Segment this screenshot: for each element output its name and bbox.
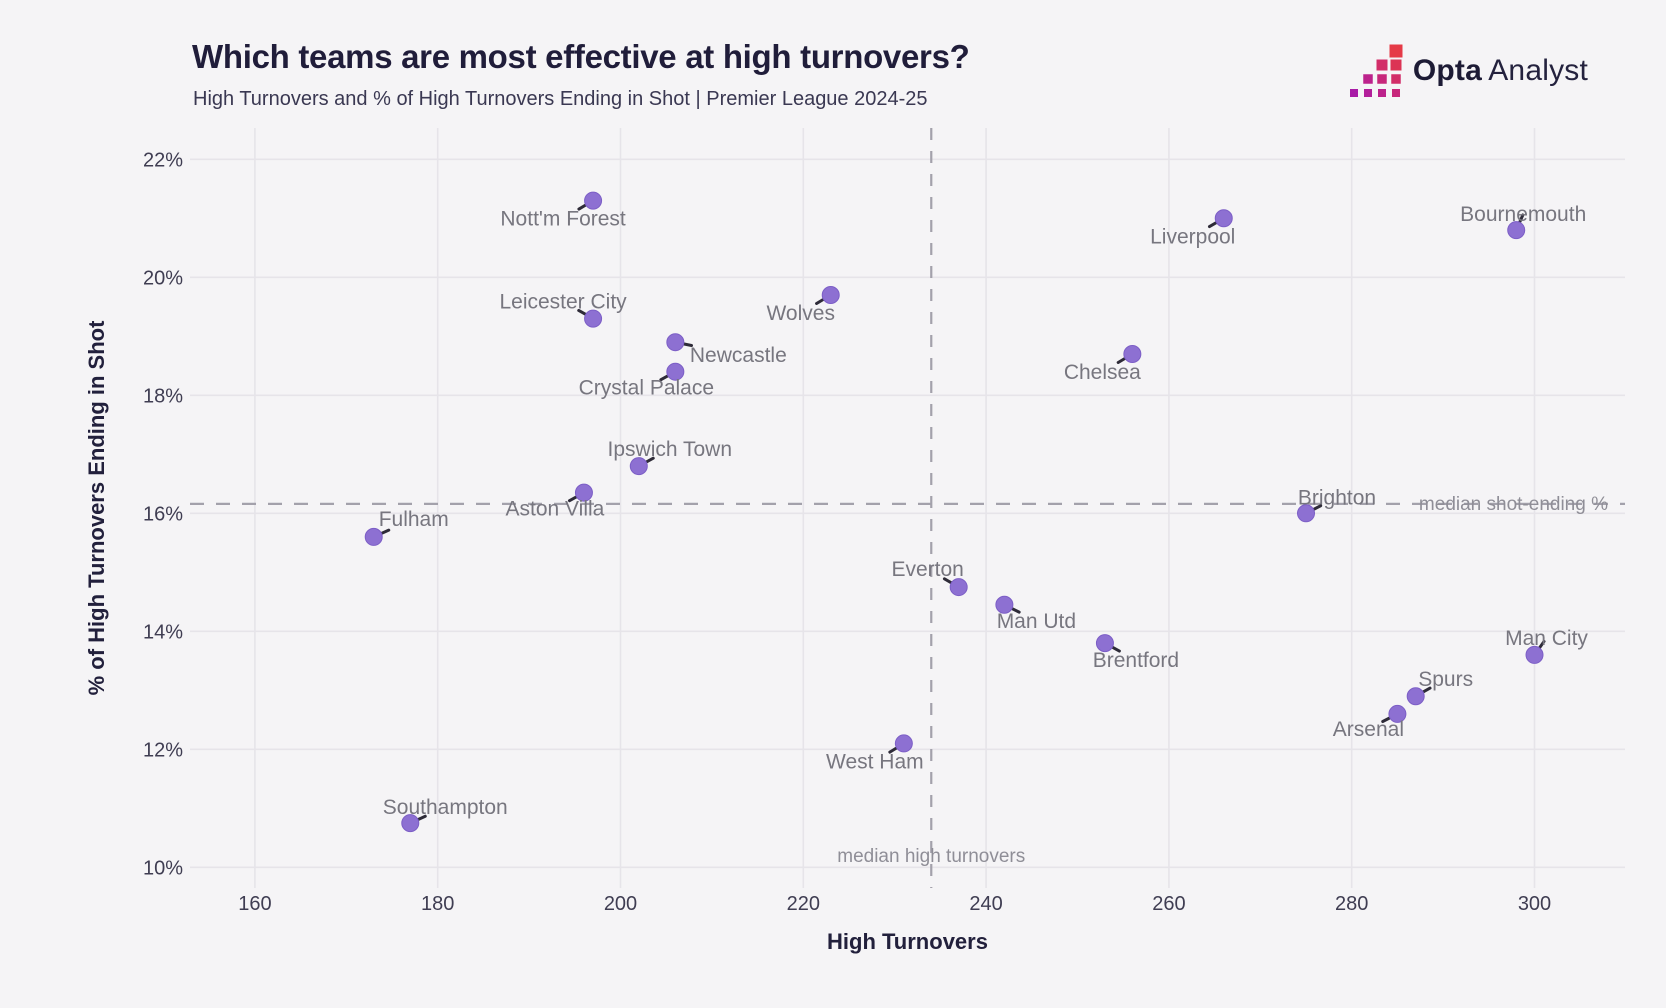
- team-label: Everton: [891, 558, 963, 581]
- team-label: Brighton: [1298, 486, 1376, 509]
- data-point-dot: [1406, 687, 1425, 706]
- team-label: Leicester City: [499, 291, 627, 314]
- team-label: Spurs: [1418, 668, 1473, 691]
- y-tick-label: 22%: [143, 149, 183, 171]
- y-tick-label: 12%: [143, 739, 183, 761]
- data-point-dot: [401, 814, 420, 833]
- data-point-dot: [574, 483, 593, 502]
- data-point-dot: [1525, 645, 1544, 664]
- data-point-dot: [894, 734, 913, 753]
- brand-wordmark: Opta Analyst: [1413, 54, 1588, 88]
- team-label: Southampton: [383, 796, 508, 819]
- data-point-dot: [666, 362, 685, 381]
- logo-square: [1349, 89, 1358, 97]
- team-label: Nott'm Forest: [500, 208, 626, 231]
- x-axis-title: High Turnovers: [827, 929, 988, 954]
- data-point-dot: [821, 285, 840, 304]
- median-high-turnovers-label: median high turnovers: [837, 846, 1025, 867]
- x-tick-label: 200: [604, 893, 637, 915]
- data-point-dot: [995, 595, 1014, 614]
- team-label: Aston Villa: [506, 498, 605, 521]
- y-tick-label: 18%: [143, 385, 183, 407]
- page-subtitle: High Turnovers and % of High Turnovers E…: [193, 88, 928, 110]
- data-point-dot: [364, 527, 383, 546]
- x-tick-label: 280: [1335, 893, 1368, 915]
- data-point-dot: [1214, 209, 1233, 228]
- x-tick-label: 180: [421, 893, 454, 915]
- logo-square: [1391, 74, 1401, 84]
- team-label: Newcastle: [690, 344, 787, 367]
- team-label: West Ham: [826, 750, 924, 773]
- logo-square: [1376, 59, 1388, 71]
- x-tick-label: 160: [238, 893, 271, 915]
- brand-name-light: Analyst: [1488, 54, 1588, 87]
- logo-square: [1377, 74, 1387, 84]
- team-label: Wolves: [766, 302, 834, 325]
- data-point-dot: [1123, 344, 1142, 363]
- y-tick-label: 10%: [143, 857, 183, 879]
- team-label: Arsenal: [1333, 718, 1404, 741]
- logo-square: [1391, 89, 1400, 97]
- logo-square: [1389, 44, 1403, 58]
- data-point-dot: [584, 191, 603, 210]
- logo-square: [1377, 89, 1386, 97]
- y-axis-title: % of High Turnovers Ending in Shot: [84, 320, 109, 695]
- data-point-dot: [1095, 634, 1114, 653]
- data-point-dot: [666, 333, 685, 352]
- team-label: Man Utd: [997, 610, 1076, 633]
- x-tick-label: 240: [969, 893, 1002, 915]
- data-point-dot: [1507, 221, 1526, 240]
- team-label: Liverpool: [1150, 225, 1235, 248]
- x-tick-label: 220: [787, 893, 820, 915]
- y-tick-label: 14%: [143, 621, 183, 643]
- logo-square: [1363, 74, 1373, 84]
- page-title: Which teams are most effective at high t…: [192, 38, 970, 75]
- y-tick-label: 16%: [143, 503, 183, 525]
- logo-square: [1390, 59, 1402, 71]
- team-label: Ipswich Town: [608, 438, 733, 461]
- brand-name-bold: Opta: [1412, 54, 1482, 87]
- data-point-dot: [584, 309, 603, 328]
- team-label: Bournemouth: [1460, 203, 1586, 226]
- x-tick-label: 260: [1152, 893, 1185, 915]
- team-label: Brentford: [1093, 649, 1179, 672]
- median-shot-ending-label: median shot-ending %: [1419, 494, 1608, 515]
- x-tick-label: 300: [1518, 893, 1551, 915]
- opta-analyst-logo: Opta Analyst: [1345, 42, 1588, 100]
- team-label: Chelsea: [1064, 361, 1141, 384]
- data-point-dot: [629, 457, 648, 476]
- y-tick-label: 20%: [143, 267, 183, 289]
- opta-logo-icon: [1349, 44, 1403, 97]
- team-label: Fulham: [379, 508, 449, 531]
- team-label: Crystal Palace: [579, 377, 714, 400]
- data-point-dot: [1388, 704, 1407, 723]
- team-label: Man City: [1505, 627, 1588, 650]
- logo-square: [1363, 89, 1372, 97]
- data-point-dot: [949, 578, 968, 597]
- data-point-dot: [1297, 504, 1316, 523]
